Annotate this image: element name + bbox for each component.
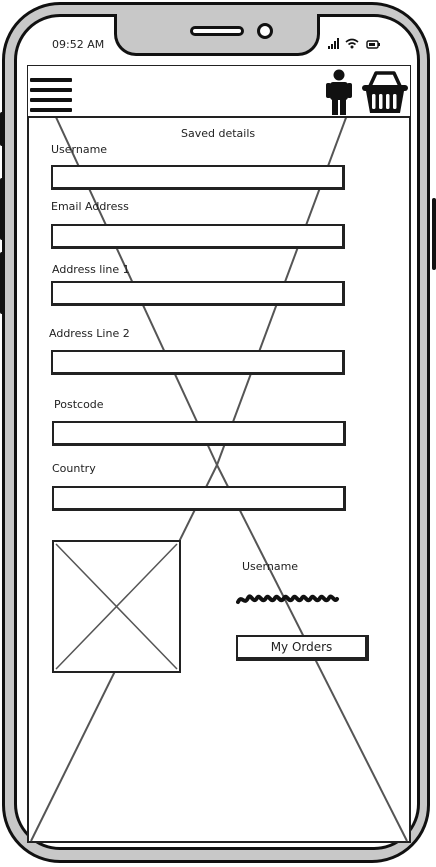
- basket-icon[interactable]: [360, 70, 410, 116]
- camera-icon: [257, 23, 273, 39]
- postcode-label: Postcode: [54, 398, 104, 411]
- address-line-1-label: Address line 1: [52, 263, 130, 276]
- volume-up-button: [0, 178, 4, 240]
- status-icons: [326, 36, 386, 50]
- my-orders-button[interactable]: My Orders: [236, 635, 369, 661]
- form-title: Saved details: [181, 127, 256, 140]
- person-icon[interactable]: [322, 68, 354, 116]
- image-placeholder-icon: [52, 540, 181, 673]
- username-input[interactable]: [51, 165, 345, 190]
- address-line-1-input[interactable]: [51, 281, 345, 306]
- signature-scribble-icon: [236, 594, 339, 604]
- address-line-2-label: Address Line 2: [49, 327, 130, 340]
- speaker-icon: [190, 26, 244, 36]
- power-button: [432, 198, 436, 270]
- status-time: 09:52 AM: [52, 38, 105, 51]
- profile-username-label: Username: [242, 560, 299, 573]
- email-input[interactable]: [51, 224, 345, 249]
- country-input[interactable]: [52, 486, 346, 511]
- address-line-2-input[interactable]: [51, 350, 345, 375]
- email-label: Email Address: [51, 200, 129, 213]
- screen: [27, 65, 411, 843]
- postcode-input[interactable]: [52, 421, 346, 446]
- country-label: Country: [52, 462, 96, 475]
- username-label: Username: [51, 143, 108, 156]
- mute-switch: [0, 112, 4, 146]
- signal-wifi-battery-icon: [328, 38, 380, 49]
- volume-down-button: [0, 252, 4, 314]
- hamburger-menu-icon[interactable]: [30, 72, 72, 112]
